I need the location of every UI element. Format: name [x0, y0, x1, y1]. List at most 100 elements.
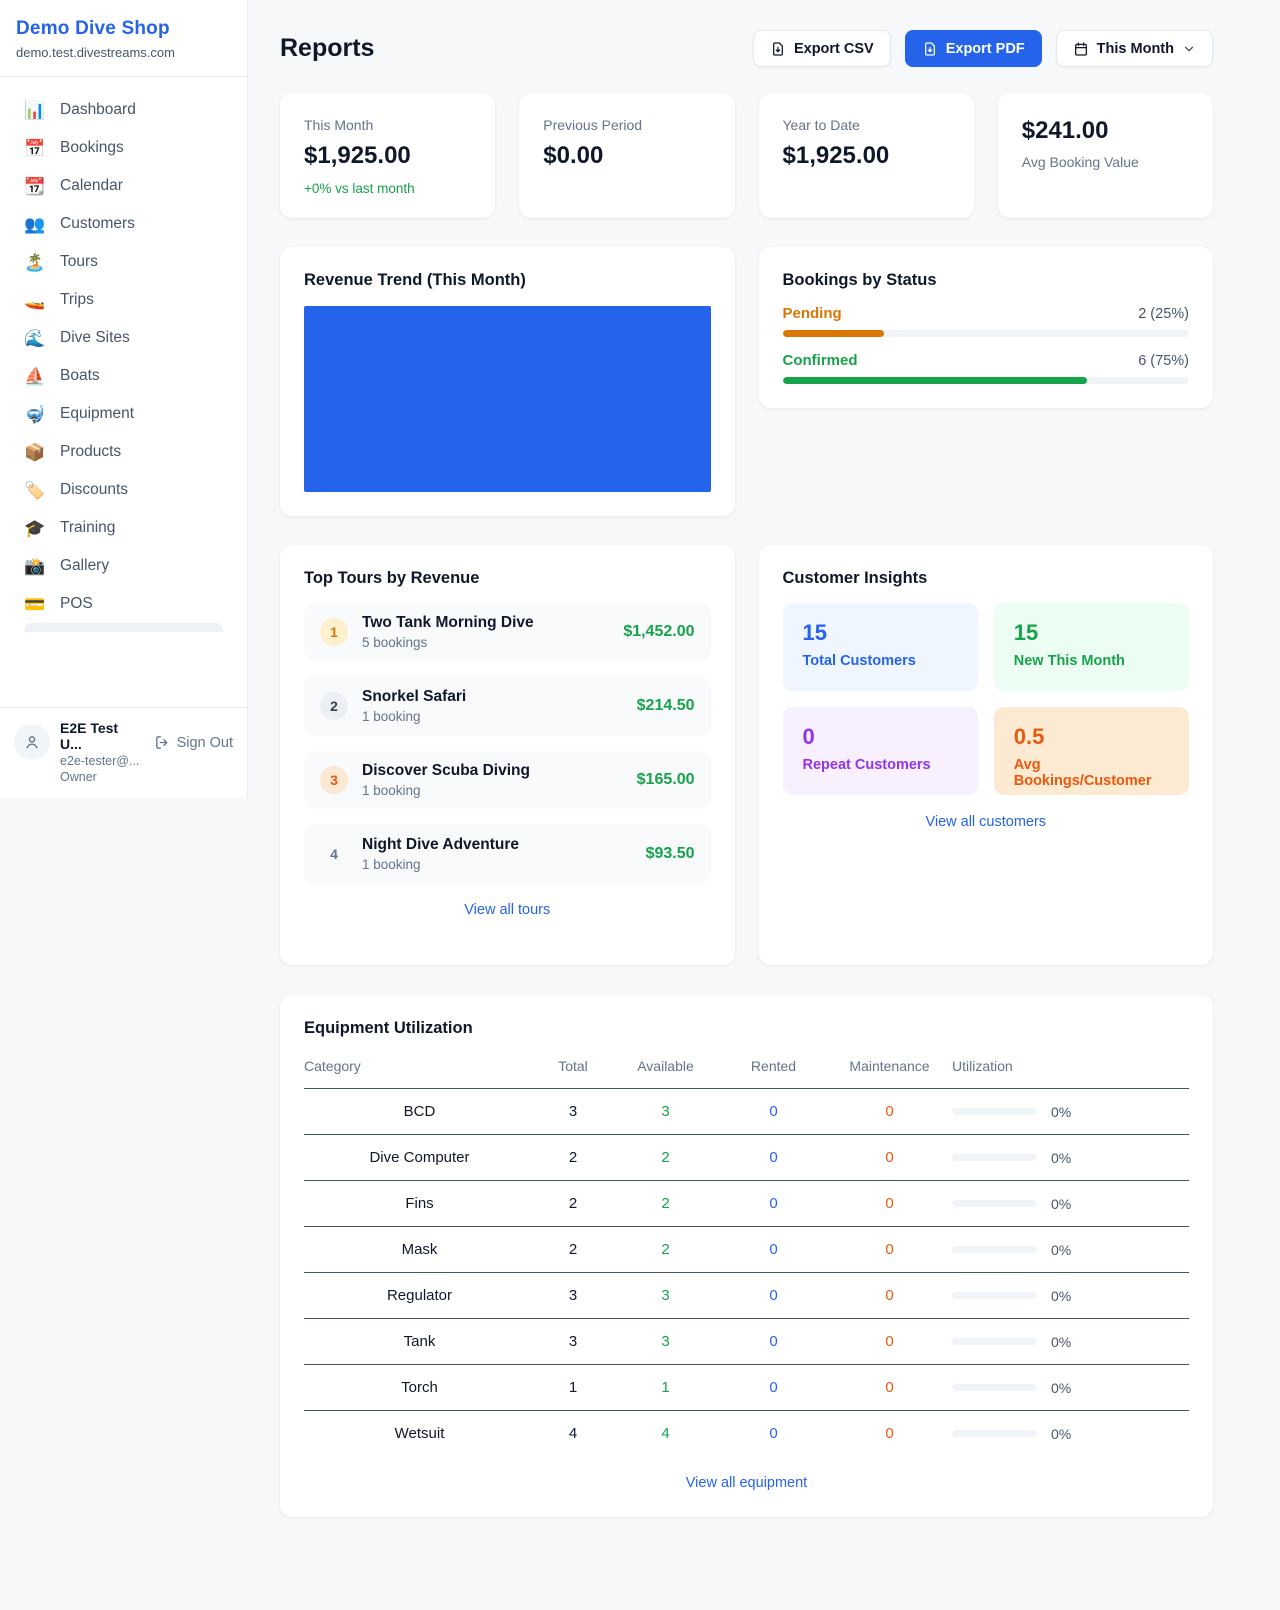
sidebar-item-calendar[interactable]: 📆 Calendar	[12, 167, 235, 205]
tour-bookings: 1 booking	[362, 783, 421, 798]
sidebar-item-label: Bookings	[60, 139, 124, 156]
view-all-equipment-link[interactable]: View all equipment	[685, 1475, 808, 1491]
sign-out-icon	[155, 736, 168, 749]
cell-category: Wetsuit	[394, 1425, 445, 1442]
cell-utilization: 0%	[952, 1411, 1189, 1457]
stat-value: $0.00	[543, 142, 604, 169]
tour-name: Discover Scuba Diving	[362, 762, 530, 779]
sidebar-item-label: Tours	[60, 253, 98, 270]
period-dropdown[interactable]: This Month	[1055, 30, 1213, 67]
column-header-available: Available	[611, 1058, 720, 1089]
insight-label: Avg Bookings/Customer	[1013, 757, 1152, 789]
sidebar-item-pos[interactable]: 💳 POS	[12, 585, 235, 623]
sidebar-item-boats[interactable]: ⛵ Boats	[12, 357, 235, 395]
status-bar-fill	[782, 330, 885, 337]
sidebar-item-products[interactable]: 📦 Products	[12, 433, 235, 471]
sidebar-item-tours[interactable]: 🏝️ Tours	[12, 243, 235, 281]
sign-out-button[interactable]: Sign Out	[154, 734, 233, 751]
stat-label: Year to Date	[782, 117, 860, 133]
status-value: 2 (25%)	[1138, 306, 1189, 322]
equipment-table: Category Total Available Rented Maintena…	[304, 1058, 1189, 1456]
view-all-tours-link[interactable]: View all tours	[464, 902, 551, 918]
sidebar-active-item-partial[interactable]	[24, 623, 223, 632]
sidebar-item-equipment[interactable]: 🤿 Equipment	[12, 395, 235, 433]
export-csv-button[interactable]: Export CSV	[752, 30, 891, 67]
utilization-bar-track	[952, 1246, 1037, 1253]
cell-rented: 0	[720, 1272, 827, 1319]
cell-total: 2	[535, 1180, 611, 1227]
chevron-down-icon	[1184, 46, 1194, 51]
cell-rented: 0	[720, 1318, 827, 1365]
view-all-customers-link[interactable]: View all customers	[925, 814, 1047, 830]
status-label: Pending	[782, 305, 842, 322]
speedboat-icon: 🚤	[24, 290, 46, 310]
utilization-bar-track	[952, 1430, 1037, 1437]
sidebar-item-dashboard[interactable]: 📊 Dashboard	[12, 91, 235, 129]
sidebar-header: Demo Dive Shop demo.test.divestreams.com	[0, 0, 247, 77]
stat-value: $1,925.00	[304, 142, 411, 169]
sidebar-item-bookings[interactable]: 📅 Bookings	[12, 129, 235, 167]
equipment-utilization-card: Equipment Utilization Category Total Ava…	[280, 995, 1213, 1517]
cell-available: 3	[611, 1272, 720, 1319]
page-title: Reports	[280, 34, 375, 62]
bookings-by-status-title: Bookings by Status	[782, 271, 937, 289]
cell-category: Dive Computer	[304, 1134, 535, 1181]
export-pdf-label: Export PDF	[945, 40, 1025, 57]
tour-list: 1 Two Tank Morning Dive 5 bookings $1,45…	[304, 603, 711, 883]
cell-total: 1	[535, 1364, 611, 1411]
sidebar-item-label: Calendar	[60, 177, 123, 194]
shop-domain: demo.test.divestreams.com	[16, 45, 175, 60]
dashboard-icon: 📊	[24, 100, 46, 120]
insight-label: Repeat Customers	[802, 757, 931, 773]
stat-card-year-to-date: Year to Date $1,925.00	[758, 93, 974, 218]
cell-rented: 0	[720, 1088, 827, 1135]
sign-out-label: Sign Out	[176, 734, 233, 751]
table-row: Wetsuit 4 4 0 0 0%	[304, 1411, 1189, 1457]
cell-available: 2	[611, 1226, 720, 1273]
tour-revenue: $1,452.00	[623, 623, 695, 640]
column-header-rented: Rented	[720, 1058, 827, 1089]
utilization-percent: 0%	[1051, 1241, 1072, 1258]
export-pdf-button[interactable]: Export PDF	[904, 30, 1042, 67]
cell-maintenance: 0	[827, 1364, 952, 1411]
insight-tile-total-customers: 15 Total Customers	[782, 603, 978, 691]
insight-value: 15	[802, 620, 827, 645]
stat-card-previous-period: Previous Period $0.00	[519, 93, 735, 218]
tour-revenue: $214.50	[636, 697, 695, 714]
cell-rented: 0	[769, 1425, 778, 1442]
cell-total: 3	[535, 1088, 611, 1135]
sidebar-item-training[interactable]: 🎓 Training	[12, 509, 235, 547]
period-label: This Month	[1096, 40, 1174, 57]
tour-revenue: $93.50	[645, 845, 695, 862]
sidebar-item-label: Products	[60, 443, 122, 460]
status-bar-track	[782, 377, 1189, 384]
insight-label: Total Customers	[802, 653, 916, 669]
column-header-utilization: Utilization	[952, 1058, 1189, 1089]
sidebar-item-customers[interactable]: 👥 Customers	[12, 205, 235, 243]
rank-badge: 2	[320, 692, 348, 720]
sidebar-item-trips[interactable]: 🚤 Trips	[12, 281, 235, 319]
customers-icon: 👥	[24, 214, 46, 234]
utilization-percent: 0%	[1051, 1333, 1072, 1350]
wave-icon: 🌊	[24, 328, 46, 348]
graduation-cap-icon: 🎓	[24, 518, 46, 538]
file-download-icon	[924, 41, 935, 56]
utilization-bar-track	[952, 1154, 1037, 1161]
status-label: Confirmed	[782, 352, 858, 369]
utilization-percent: 0%	[1051, 1379, 1072, 1396]
insight-tile-new-this-month: 15 New This Month	[993, 603, 1189, 691]
tour-name: Night Dive Adventure	[362, 836, 520, 853]
insight-tile-avg-bookings: 0.5 Avg Bookings/Customer	[993, 707, 1189, 795]
table-row: BCD 3 3 0 0 0%	[304, 1088, 1189, 1135]
sidebar-item-label: Dive Sites	[60, 329, 130, 346]
tag-icon: 🏷️	[24, 480, 46, 500]
sidebar-item-label: Boats	[60, 367, 100, 384]
sidebar-item-dive-sites[interactable]: 🌊 Dive Sites	[12, 319, 235, 357]
sidebar-item-gallery[interactable]: 📸 Gallery	[12, 547, 235, 585]
insight-tile-repeat-customers: 0 Repeat Customers	[782, 707, 978, 795]
stat-value: $1,925.00	[782, 142, 890, 169]
sidebar-item-discounts[interactable]: 🏷️ Discounts	[12, 471, 235, 509]
cell-total: 2	[535, 1226, 611, 1273]
cell-available: 2	[611, 1180, 720, 1227]
status-bar-track	[782, 330, 1189, 337]
